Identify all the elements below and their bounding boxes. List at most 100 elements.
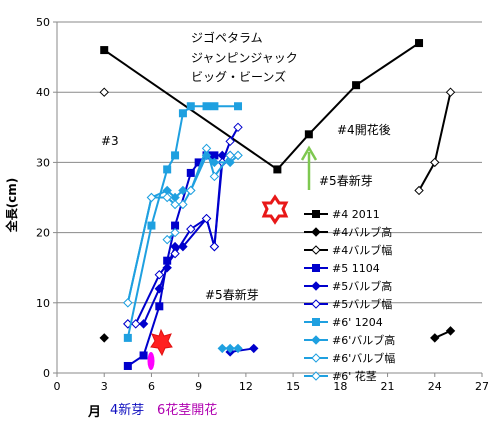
- data-point: [163, 165, 172, 174]
- y-tick-label: 40: [36, 86, 50, 99]
- series-line: [418, 91, 452, 191]
- data-point: [99, 333, 109, 343]
- series-line: [126, 145, 239, 304]
- data-point: [170, 199, 180, 210]
- data-point: [225, 136, 235, 147]
- data-point: [201, 143, 212, 154]
- x-tick-label: 24: [428, 380, 442, 393]
- x-axis-ticks: 0 3 6 9 12 15 18 21 24 27: [54, 373, 489, 393]
- data-point: [430, 157, 440, 168]
- data-point: [139, 351, 148, 360]
- legend-label: #6' 花茎: [332, 370, 377, 383]
- y-tick-label: 30: [36, 156, 50, 169]
- red-star-filled-icon: [150, 328, 173, 357]
- data-point: [233, 343, 243, 354]
- series-6: [123, 102, 243, 342]
- legend-marker: [311, 245, 321, 255]
- data-point: [123, 333, 132, 342]
- series-3: [123, 151, 219, 370]
- data-point: [201, 213, 212, 224]
- new-shoot-label: 4新芽: [110, 402, 144, 418]
- y-tick-label: 50: [36, 16, 50, 29]
- svg-text:ビッグ・ビーンズ: ビッグ・ビーンズ: [191, 69, 286, 84]
- data-point: [234, 102, 243, 111]
- data-point: [233, 122, 243, 133]
- data-point: [178, 199, 188, 210]
- series-line: [127, 126, 239, 325]
- data-point: [415, 39, 424, 48]
- data-point: [100, 46, 109, 55]
- data-point: [154, 270, 165, 280]
- horizontal-grid: [57, 21, 482, 304]
- x-tick-label: 15: [286, 380, 300, 393]
- data-point: [146, 192, 157, 203]
- data-point: [225, 150, 235, 161]
- data-point: [225, 343, 235, 354]
- legend-label: #4 2011: [332, 208, 380, 221]
- red-star-outline-icon: [261, 194, 289, 225]
- legend-marker: [311, 281, 321, 291]
- legend-marker: [312, 318, 320, 326]
- legend-label: #4バルブ高: [332, 225, 392, 239]
- plot-area: [56, 22, 482, 374]
- data-point: [249, 343, 259, 354]
- series-0: [100, 39, 424, 174]
- x-tick-label: 9: [195, 380, 202, 393]
- x-tick-label: 0: [54, 380, 61, 393]
- data-point: [202, 102, 211, 111]
- data-point: [209, 157, 220, 168]
- legend-label: #5バルブ幅: [332, 297, 392, 311]
- series-4: [123, 150, 259, 357]
- legend-marker: [311, 299, 321, 309]
- data-point: [225, 157, 235, 168]
- data-point: [445, 326, 456, 336]
- y-tick-label: 20: [36, 227, 50, 240]
- data-point: [233, 150, 243, 161]
- data-point: [186, 102, 195, 111]
- legend-label: #4バルブ幅: [332, 243, 392, 257]
- legend-item: #5バルブ幅: [304, 297, 392, 311]
- legend-item: #6'バルブ幅: [304, 351, 395, 365]
- annotation-5-spring-shoot-left: #5春新芽: [205, 287, 259, 302]
- series-2: [99, 87, 456, 196]
- data-point: [162, 234, 172, 245]
- x-tick-label: 18: [333, 380, 347, 393]
- data-point: [445, 87, 456, 97]
- flower-label: 6花茎開花: [157, 402, 217, 418]
- data-point: [210, 102, 219, 111]
- data-point: [209, 241, 220, 252]
- data-point: [171, 151, 180, 160]
- legend-item: #5 1104: [304, 262, 380, 275]
- data-point: [170, 248, 180, 259]
- legend-label: #6'バルブ幅: [332, 351, 395, 365]
- data-point: [155, 302, 164, 311]
- legend-item: #4 2011: [304, 208, 380, 221]
- legend: #4 2011 #4バルブ高 #4バルブ幅 #5 1104 #5バルブ高 #5バルブ幅 #6…: [304, 208, 395, 383]
- data-point: [304, 130, 313, 139]
- legend-marker: [311, 227, 321, 237]
- y-tick-label: 10: [36, 297, 50, 310]
- green-arrow: [300, 145, 318, 190]
- y-axis-ticks: 0 10 20 30 40 50: [36, 16, 57, 380]
- data-point: [170, 227, 180, 238]
- data-point: [186, 168, 195, 177]
- legend-item: #6' 花茎: [304, 370, 377, 383]
- legend-item: #6'バルブ高: [304, 333, 395, 347]
- month-label: 月: [87, 405, 101, 420]
- legend-marker: [311, 371, 321, 381]
- legend-marker: [311, 353, 321, 363]
- data-point: [123, 361, 132, 370]
- series-9: [162, 227, 180, 245]
- legend-item: #5バルブ高: [304, 279, 392, 293]
- legend-label: #5バルブ高: [332, 279, 392, 293]
- series-1: [99, 326, 456, 343]
- data-point: [123, 298, 133, 308]
- legend-marker: [312, 210, 320, 218]
- magenta-flower-marker: [147, 352, 155, 370]
- legend-item: #6' 1204: [304, 316, 383, 329]
- y-tick-label: 0: [43, 367, 50, 380]
- series-8: [123, 143, 243, 308]
- legend-item: #4バルブ高: [304, 225, 392, 239]
- annotation-4-after-bloom: #4開花後: [337, 122, 391, 137]
